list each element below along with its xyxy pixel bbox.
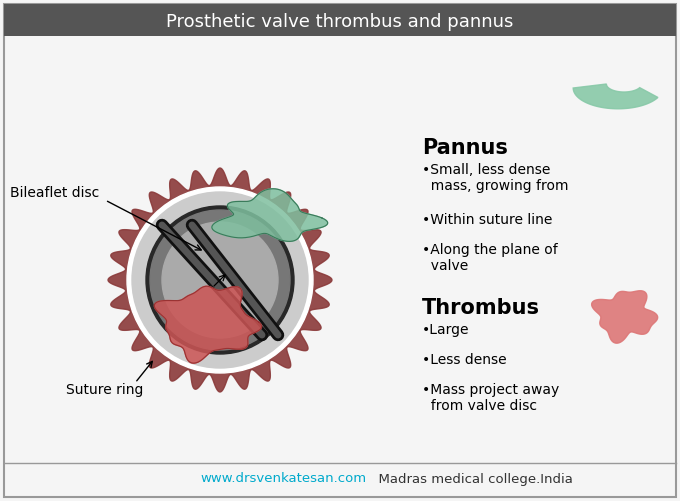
Text: •Less dense: •Less dense (422, 353, 507, 367)
Text: Bileaflet disc: Bileaflet disc (10, 186, 100, 200)
Text: Madras medical college.India: Madras medical college.India (370, 472, 573, 485)
Text: •Large: •Large (422, 323, 469, 337)
Text: •Along the plane of
  valve: •Along the plane of valve (422, 243, 558, 273)
Circle shape (127, 187, 313, 373)
Circle shape (146, 206, 294, 354)
Polygon shape (573, 84, 658, 109)
Text: •Mass project away
  from valve disc: •Mass project away from valve disc (422, 383, 559, 413)
Circle shape (150, 210, 290, 350)
FancyBboxPatch shape (4, 4, 676, 36)
Text: Thrombus: Thrombus (422, 298, 540, 318)
Text: •Small, less dense
  mass, growing from: •Small, less dense mass, growing from (422, 163, 568, 193)
Circle shape (132, 192, 308, 368)
Text: Prosthetic valve thrombus and pannus: Prosthetic valve thrombus and pannus (167, 13, 513, 31)
Polygon shape (108, 168, 332, 392)
Text: www.drsvenkatesan.com: www.drsvenkatesan.com (200, 472, 366, 485)
Text: Pannus: Pannus (422, 138, 508, 158)
Polygon shape (212, 189, 328, 241)
FancyBboxPatch shape (4, 4, 676, 497)
Polygon shape (592, 291, 658, 343)
Text: •Within suture line: •Within suture line (422, 213, 552, 227)
Text: Suture ring: Suture ring (67, 383, 143, 397)
Circle shape (162, 222, 278, 338)
Polygon shape (154, 286, 262, 363)
